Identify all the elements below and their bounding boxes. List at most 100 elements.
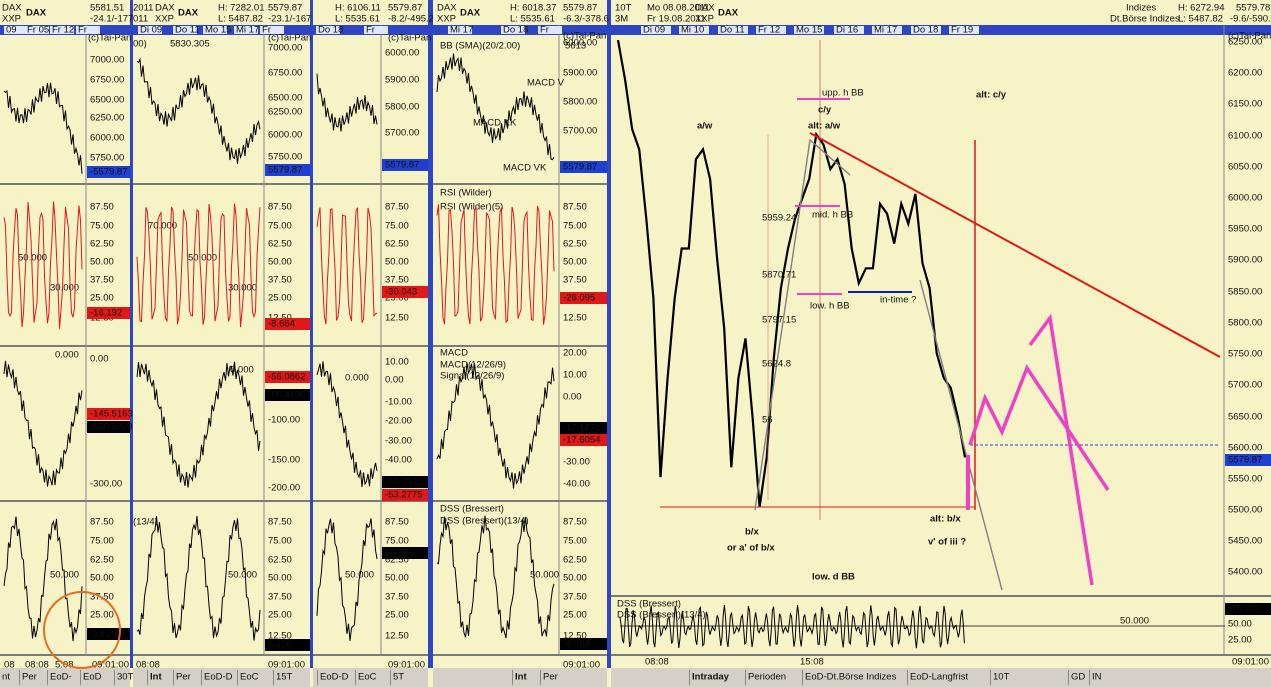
value-box-text: -145.5163	[90, 409, 133, 420]
toolbar-tab[interactable]: EoD-Langfrist	[910, 672, 968, 683]
value-box	[265, 371, 310, 383]
toolbar-tab[interactable]: IN	[1092, 672, 1102, 683]
axis-label: 37.50	[385, 592, 409, 603]
annotation: or a' of b/x	[727, 543, 775, 554]
toolbar-tab[interactable]: EoC	[240, 672, 259, 683]
toolbar-tab[interactable]: 15T	[276, 672, 293, 683]
axis-label: 6750.00	[268, 68, 302, 79]
helper-line	[754, 138, 851, 511]
axis-label: 6000.00	[268, 130, 302, 141]
axis-label: 6250.00	[1228, 37, 1262, 48]
indicator-trace	[136, 57, 261, 164]
toolbar-tab[interactable]: EoD-D	[204, 672, 233, 683]
date-cell	[872, 26, 902, 34]
axis-label: 5550.00	[1228, 474, 1262, 485]
axis-label: 62.50	[90, 555, 114, 566]
axis-label: 5450.00	[1228, 536, 1262, 547]
date-cell	[76, 26, 100, 34]
date-label: Do 11	[720, 25, 745, 36]
value-box	[265, 164, 310, 176]
axis-label: 50.00	[563, 257, 587, 268]
toolbar-tab	[47, 670, 48, 685]
level-label: 5830.305	[170, 39, 210, 50]
level-label: MACD VK	[503, 163, 547, 174]
axis-label: -100.00	[268, 415, 300, 426]
toolbar-tab[interactable]: Perioden	[748, 672, 786, 683]
value-box-text: 5579.87	[1228, 455, 1262, 466]
source-label: (c)Tai-Pan	[563, 31, 606, 42]
axis-label: 5650.00	[1228, 412, 1262, 423]
date-label: Fr 19	[951, 25, 973, 36]
level-label: RSI (Wilder)(5)	[440, 202, 503, 213]
toolbar-tab[interactable]: 10T	[993, 672, 1010, 683]
axis-label: 50.00	[385, 573, 409, 584]
toolbar-tab[interactable]: EoC	[358, 672, 377, 683]
time-label: 09:01:00	[388, 660, 425, 671]
date-label: Mi 17	[236, 25, 259, 36]
axis-label: 5700.00	[385, 128, 419, 139]
axis-label: 12.50	[268, 631, 292, 642]
trend-line	[809, 132, 1221, 358]
toolbar-tab[interactable]: Per	[176, 672, 191, 683]
toolbar-tab[interactable]: EoD-	[50, 672, 72, 683]
header-text: 5579.78	[1236, 3, 1270, 14]
toolbar-tab[interactable]: nt	[2, 672, 10, 683]
toolbar-tab[interactable]: 5T	[393, 672, 404, 683]
value-box	[560, 434, 607, 446]
value-box	[560, 161, 607, 173]
axis-label: 6250.00	[268, 107, 302, 118]
toolbar-tab	[1089, 670, 1090, 685]
toolbar-tab[interactable]: EoD	[83, 672, 102, 683]
source-label: (c)Tai-Pan	[388, 33, 431, 44]
toolbar-tab[interactable]: Per	[543, 672, 558, 683]
indicator-trace	[316, 361, 378, 487]
toolbar-tab[interactable]: Intraday	[692, 672, 730, 683]
axis-label: 0.00	[563, 392, 582, 403]
axis-label: 62.50	[563, 555, 587, 566]
toolbar-tab[interactable]: EoD-Dt.Börse Indizes	[805, 672, 897, 683]
toolbar-tab[interactable]: Per	[22, 672, 37, 683]
axis-label: 25.00	[90, 293, 114, 304]
header-text: 3M	[615, 14, 628, 25]
header-text: -9.6/-590.9	[1230, 14, 1271, 25]
header-text: DAX	[2, 3, 22, 14]
axis-label: 5600.00	[1228, 443, 1262, 454]
date-cell	[260, 26, 284, 34]
axis-label: 25.00	[90, 610, 114, 621]
level-label: MACD(12/26/9)	[440, 360, 506, 371]
toolbar-tab[interactable]: EoD-D	[320, 672, 349, 683]
date-label: Di 09	[643, 25, 665, 36]
toolbar-tab[interactable]: GD	[1071, 672, 1085, 683]
price-line	[616, 39, 967, 508]
axis-label: 87.50	[268, 517, 292, 528]
axis-label: 6000.00	[563, 38, 597, 49]
axis-label: 12.50	[563, 631, 587, 642]
axis-label: 37.50	[563, 592, 587, 603]
axis-label: -20.00	[385, 416, 412, 427]
annotation: 5797.15	[762, 315, 796, 326]
header-text: 5581.51	[90, 3, 124, 14]
value-box-text: -86.4196	[268, 390, 306, 401]
value-box	[87, 166, 130, 178]
axis-label: 6000.00	[385, 48, 419, 59]
toolbar	[133, 668, 310, 687]
toolbar-tab[interactable]: 30T	[117, 672, 134, 683]
value-box-text: -52.7977	[385, 477, 423, 488]
header-text: XXP	[437, 14, 456, 25]
highlight-circle	[43, 591, 121, 669]
toolbar-tab[interactable]: Int	[150, 672, 162, 683]
level-label: 30.000	[228, 283, 257, 294]
value-box	[382, 547, 428, 559]
annotation: 5959.24	[762, 213, 796, 224]
annotation: 5870.71	[762, 270, 796, 281]
toolbar-tab[interactable]: Int	[515, 672, 527, 683]
header-text: DAX	[155, 3, 175, 14]
toolbar-tab	[201, 670, 202, 685]
toolbar-tab	[114, 670, 115, 685]
annotation: a/w	[697, 121, 713, 132]
date-cell	[834, 26, 864, 34]
axis-label: 5800.00	[563, 97, 597, 108]
axis-label: 75.00	[268, 221, 292, 232]
axis-label: -30.00	[563, 457, 590, 468]
indicator-trace	[316, 518, 378, 641]
